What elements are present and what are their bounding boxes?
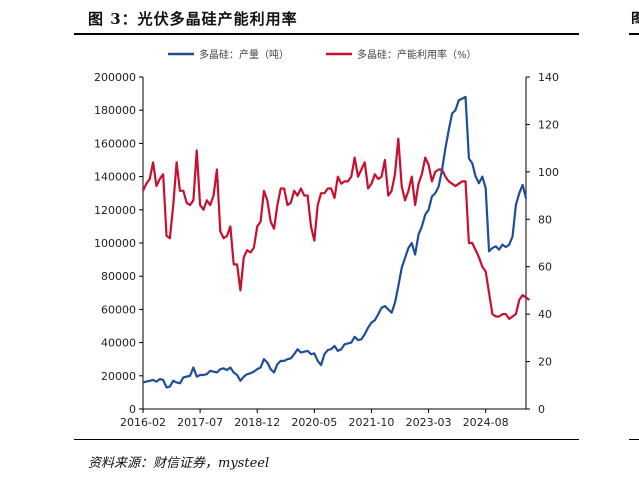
left-tick-label: 160000 [94,137,136,150]
left-tick-label: 40000 [101,337,136,350]
right-tick-label: 100 [538,166,559,179]
legend-label-utilization: 多晶硅：产能利用率（%） [357,48,477,61]
series-layer [142,95,530,389]
right-tick-label: 60 [538,261,552,274]
legend-label-production: 多晶硅：产量（吨） [199,48,289,61]
left-tick-label: 200000 [94,71,136,84]
left-tick-label: 120000 [94,204,136,217]
right-tick-label: 80 [538,213,552,226]
x-tick-label: 2021-10 [348,416,394,429]
x-tick-label: 2018-12 [234,416,280,429]
adjacent-bottom-rule [629,439,639,440]
left-tick-label: 180000 [94,104,136,117]
left-axis-ticks: 0 20000 40000 60000 80000 100000 120000 140000 1… [94,71,143,416]
right-tick-label: 120 [538,118,559,131]
left-tick-label: 140000 [94,171,136,184]
source-note: 资料来源：财信证券，mysteel [88,456,270,471]
top-rule [74,33,579,35]
left-tick-label: 100000 [94,237,136,250]
right-tick-label: 0 [538,403,545,416]
right-tick-label: 140 [538,71,559,84]
left-tick-label: 0 [129,403,136,416]
x-axis-ticks: 2016-02 2017-07 2018-12 2020-05 2021-10 2023-… [120,409,509,429]
x-tick-label: 2016-02 [120,416,166,429]
left-tick-label: 80000 [101,270,136,283]
series-line-production [142,95,528,389]
x-tick-label: 2023-03 [406,416,452,429]
x-tick-label: 2024-08 [463,416,509,429]
x-tick-label: 2020-05 [291,416,337,429]
figure-title: 图 3：光伏多晶硅产能利用率 [88,10,298,28]
x-tick-label: 2017-07 [177,416,223,429]
adjacent-top-rule [629,33,639,35]
series-line-utilization [142,137,530,320]
left-tick-label: 60000 [101,303,136,316]
right-tick-label: 20 [538,356,552,369]
right-axis-ticks: 0 20 40 60 80 100 120 140 [526,71,559,416]
left-tick-label: 20000 [101,370,136,383]
adjacent-figure-label-fragment: 图 [631,10,639,24]
chart-legend: 多晶硅：产量（吨） 多晶硅：产能利用率（%） [168,48,477,61]
bottom-rule [74,439,579,440]
right-tick-label: 40 [538,308,552,321]
